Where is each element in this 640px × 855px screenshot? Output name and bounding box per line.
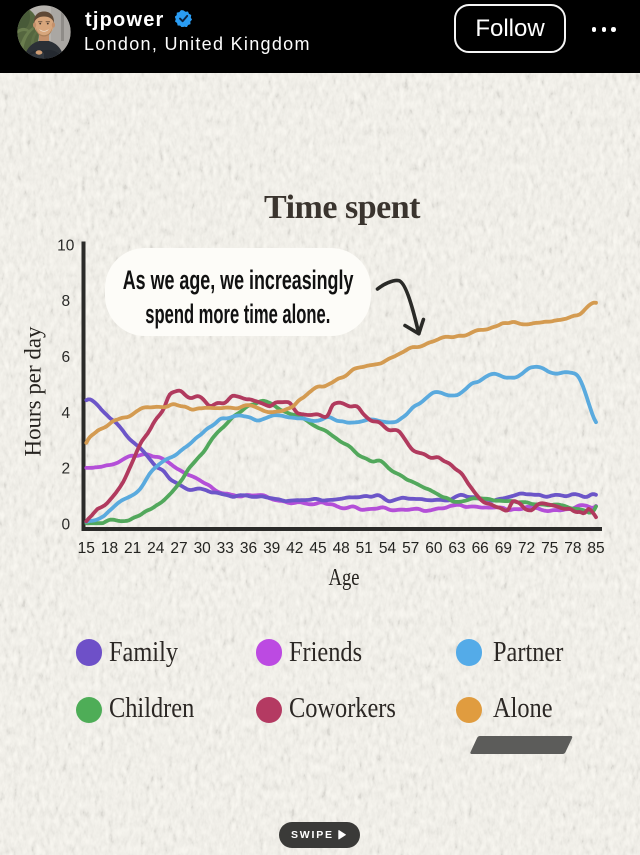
svg-text:51: 51 bbox=[356, 540, 373, 557]
svg-text:10: 10 bbox=[57, 237, 75, 254]
svg-text:39: 39 bbox=[263, 540, 280, 557]
svg-text:27: 27 bbox=[170, 540, 187, 557]
svg-text:72: 72 bbox=[518, 540, 535, 557]
svg-text:0: 0 bbox=[61, 516, 70, 533]
svg-text:78: 78 bbox=[564, 540, 581, 557]
svg-text:85: 85 bbox=[587, 540, 604, 557]
svg-text:24: 24 bbox=[147, 540, 165, 557]
svg-text:4: 4 bbox=[61, 405, 70, 422]
svg-text:15: 15 bbox=[78, 540, 95, 557]
svg-text:18: 18 bbox=[101, 540, 118, 557]
svg-text:8: 8 bbox=[61, 293, 70, 310]
svg-text:75: 75 bbox=[541, 540, 558, 557]
svg-text:63: 63 bbox=[448, 540, 465, 557]
svg-text:36: 36 bbox=[240, 540, 257, 557]
svg-text:69: 69 bbox=[495, 540, 512, 557]
svg-text:60: 60 bbox=[425, 540, 443, 557]
svg-text:54: 54 bbox=[379, 540, 397, 557]
svg-text:66: 66 bbox=[472, 540, 489, 557]
svg-text:57: 57 bbox=[402, 540, 419, 557]
svg-text:21: 21 bbox=[124, 540, 141, 557]
svg-text:Hours per day: Hours per day bbox=[21, 326, 46, 456]
svg-text:Age: Age bbox=[329, 565, 360, 591]
svg-text:48: 48 bbox=[333, 540, 350, 557]
svg-text:42: 42 bbox=[286, 540, 303, 557]
svg-text:45: 45 bbox=[309, 540, 326, 557]
svg-text:6: 6 bbox=[61, 349, 70, 366]
svg-text:30: 30 bbox=[194, 540, 212, 557]
svg-text:2: 2 bbox=[61, 461, 70, 478]
svg-text:33: 33 bbox=[217, 540, 234, 557]
